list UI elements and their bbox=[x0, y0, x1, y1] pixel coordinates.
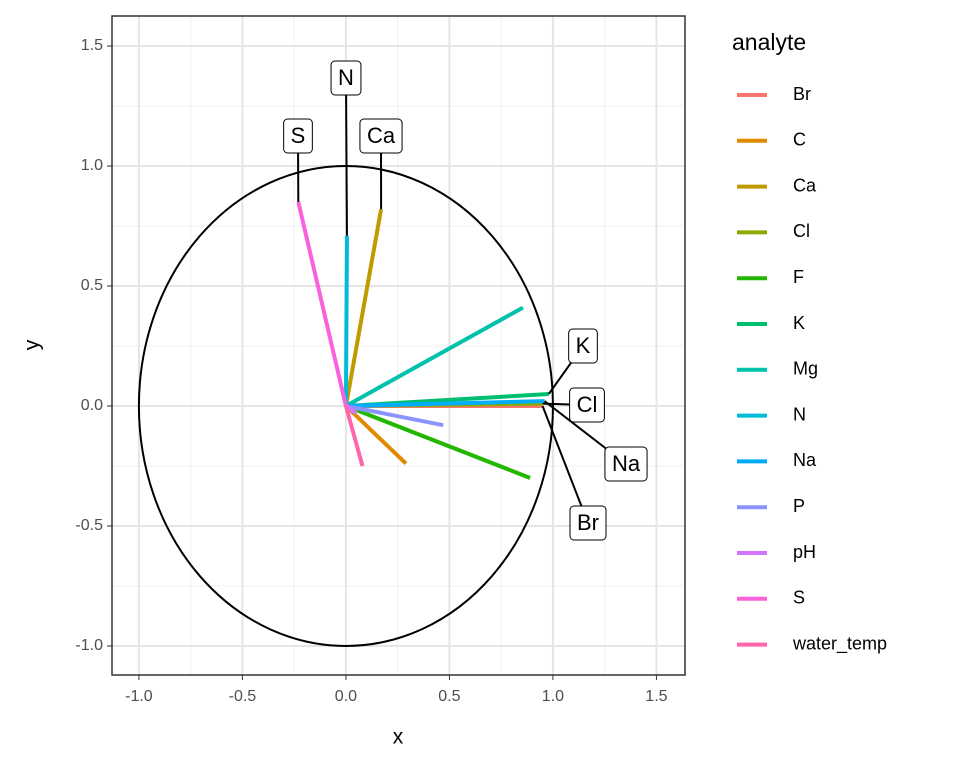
y-axis-label: y bbox=[21, 339, 44, 350]
legend-label: Ca bbox=[793, 175, 817, 195]
point-label: K bbox=[569, 329, 598, 363]
legend-label: F bbox=[793, 267, 804, 287]
label-text: Ca bbox=[367, 123, 396, 148]
x-tick-label: -0.5 bbox=[229, 688, 257, 705]
legend-label: Br bbox=[793, 84, 811, 104]
label-text: K bbox=[576, 333, 591, 358]
legend-label: K bbox=[793, 313, 805, 333]
y-tick-label: -1.0 bbox=[75, 637, 103, 654]
label-text: Br bbox=[577, 510, 599, 535]
legend-label: Mg bbox=[793, 359, 818, 379]
legend-label: S bbox=[793, 588, 805, 608]
legend-label: water_temp bbox=[792, 633, 887, 654]
x-axis-label: x bbox=[393, 726, 404, 749]
loading-vector bbox=[346, 308, 523, 406]
label-text: S bbox=[291, 123, 306, 148]
legend-label: N bbox=[793, 404, 806, 424]
legend-label: Na bbox=[793, 450, 817, 470]
legend-title: analyte bbox=[732, 29, 806, 55]
x-tick-label: 1.5 bbox=[645, 688, 667, 705]
legend-label: Cl bbox=[793, 221, 810, 241]
leader-line bbox=[543, 406, 588, 523]
leader-line bbox=[346, 78, 347, 236]
legend-label: P bbox=[793, 496, 805, 516]
label-text: Na bbox=[612, 451, 641, 476]
point-label: Na bbox=[605, 447, 647, 481]
point-label: Ca bbox=[360, 119, 402, 153]
y-tick-label: -0.5 bbox=[75, 517, 103, 534]
legend-label: pH bbox=[793, 542, 816, 562]
point-label: Br bbox=[570, 506, 606, 540]
legend-label: C bbox=[793, 130, 806, 150]
y-tick-label: 0.0 bbox=[81, 397, 103, 414]
y-tick-label: 1.0 bbox=[81, 157, 103, 174]
loading-vector bbox=[346, 209, 381, 406]
point-label: N bbox=[331, 61, 361, 95]
loading-vector bbox=[298, 202, 346, 406]
loading-vector bbox=[346, 406, 530, 478]
point-label: S bbox=[284, 119, 313, 153]
x-tick-label: 0.5 bbox=[438, 688, 460, 705]
label-text: N bbox=[338, 65, 354, 90]
loading-vector bbox=[346, 236, 347, 406]
x-tick-label: -1.0 bbox=[125, 688, 153, 705]
y-tick-label: 0.5 bbox=[81, 277, 103, 294]
label-text: Cl bbox=[577, 392, 598, 417]
x-tick-label: 1.0 bbox=[542, 688, 564, 705]
point-label: Cl bbox=[570, 388, 605, 422]
x-tick-label: 0.0 bbox=[335, 688, 357, 705]
y-tick-label: 1.5 bbox=[81, 37, 103, 54]
